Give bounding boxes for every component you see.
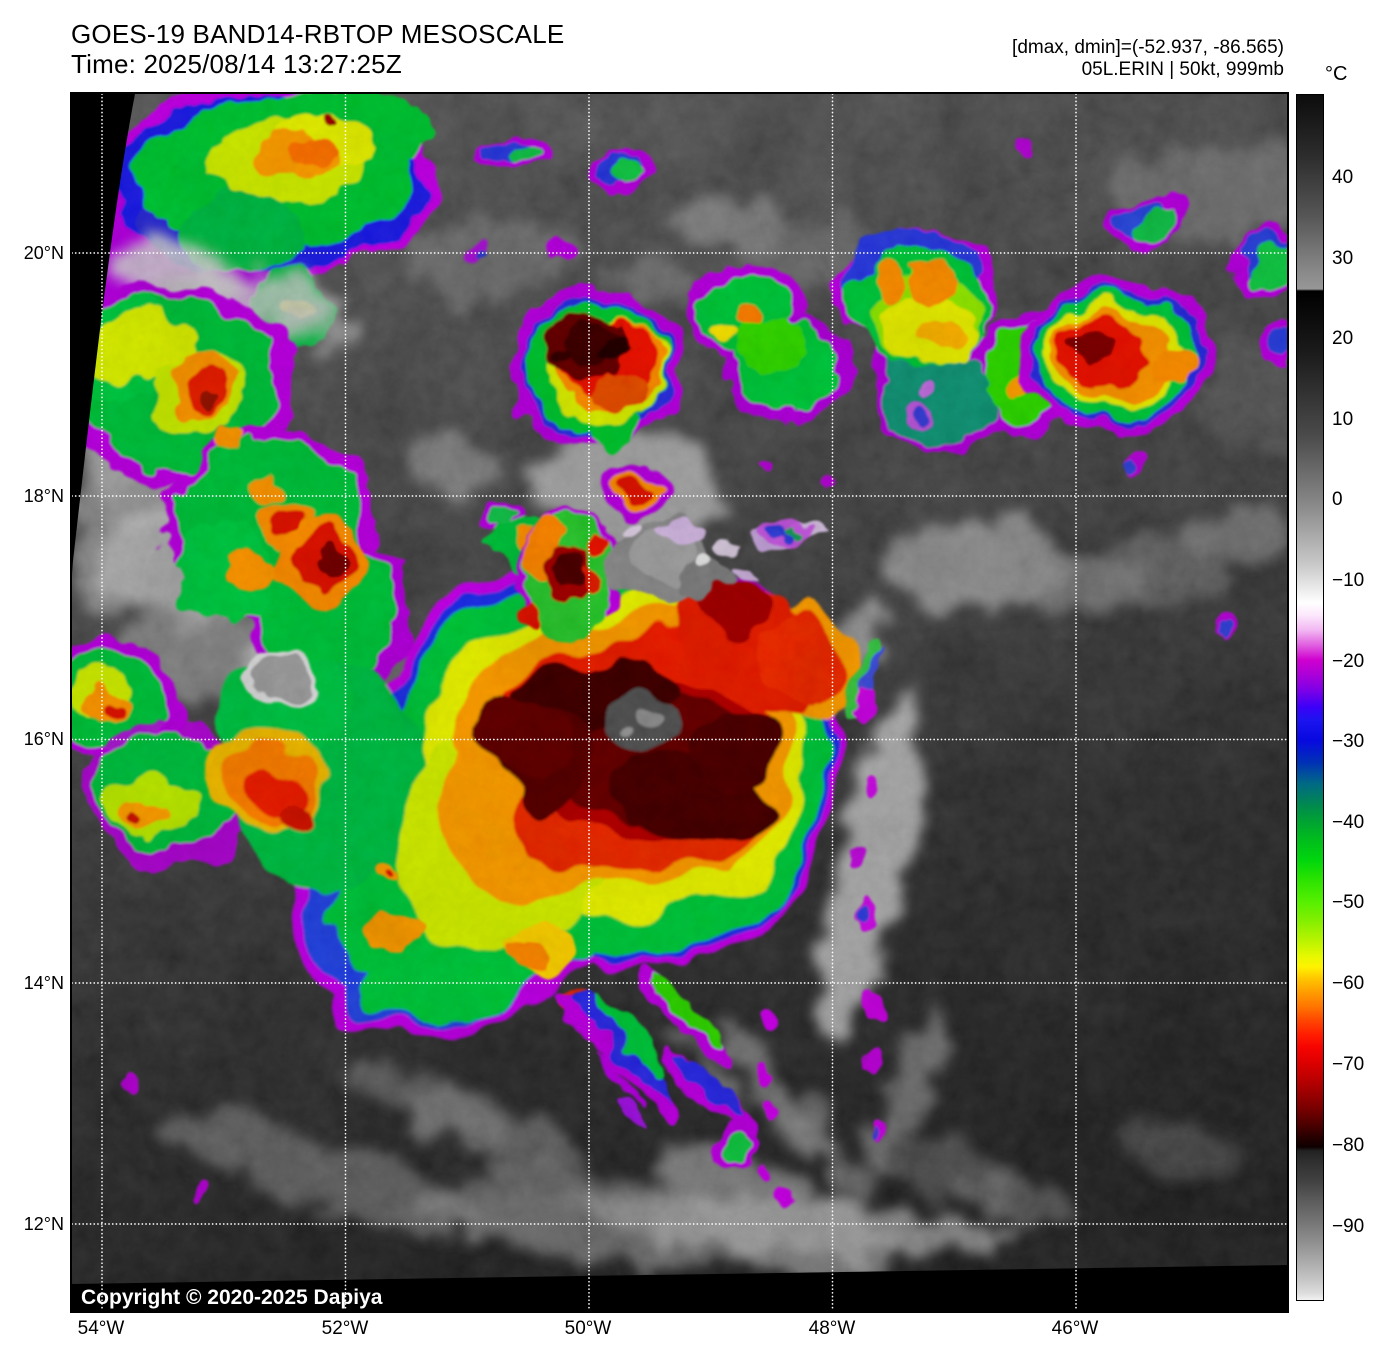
svg-text:Copyright © 2020-2025 Dapiya: Copyright © 2020-2025 Dapiya [81, 1286, 383, 1309]
